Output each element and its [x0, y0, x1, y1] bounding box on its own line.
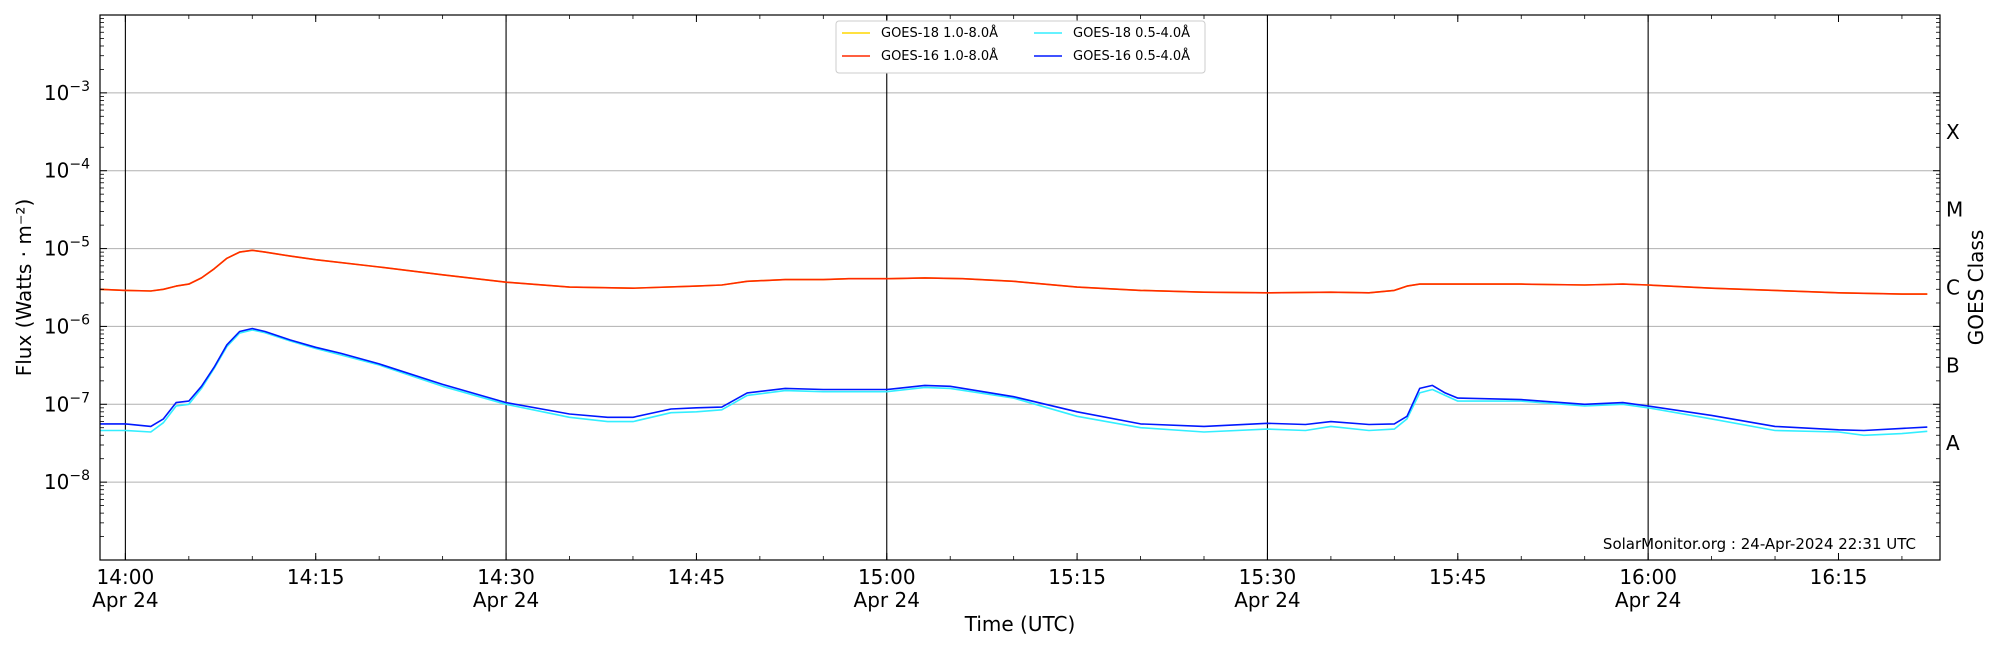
y-tick-base: 10: [44, 392, 69, 416]
y-tick-exponent: −4: [69, 157, 90, 173]
data-series: [99, 249, 1928, 437]
x-tick-label: 15:15: [1048, 565, 1106, 589]
x-tick-label: 16:15: [1810, 565, 1868, 589]
series-line-1: [99, 249, 1928, 295]
grid-lines: [100, 92, 1940, 483]
y-tick-exponent: −3: [69, 79, 90, 95]
y-tick-label: 10−3: [44, 79, 90, 105]
y-tick-exponent: −8: [69, 468, 90, 484]
x-tick-label: 15:00: [858, 565, 916, 589]
y-tick-label: 10−5: [44, 235, 90, 261]
x-tick-date-label: Apr 24: [1234, 588, 1300, 612]
y-tick-label: 10−7: [44, 390, 90, 416]
y-tick-base: 10: [44, 81, 69, 105]
legend-box: [835, 20, 1206, 74]
x-tick-label: 14:45: [668, 565, 726, 589]
goes-class-label: M: [1946, 198, 1963, 222]
y-axis-title: Flux (Watts · m⁻²): [12, 199, 36, 377]
day-tick-vertical-lines: [124, 15, 1649, 560]
x-tick-label: 14:15: [287, 565, 345, 589]
credit-text: SolarMonitor.org : 24-Apr-2024 22:31 UTC: [1603, 535, 1916, 553]
goes-class-axis: A B C M X: [1946, 120, 1963, 455]
y-tick-exponent: −5: [69, 235, 90, 251]
x-tick-label: 16:00: [1619, 565, 1677, 589]
y-tick-base: 10: [44, 470, 69, 494]
x-tick-date-label: Apr 24: [92, 588, 158, 612]
series-line-3: [100, 327, 1928, 432]
x-tick-date-label: Apr 24: [1615, 588, 1681, 612]
legend-label: GOES-18 0.5-4.0Å: [1073, 25, 1190, 41]
y-tick-base: 10: [44, 159, 69, 183]
x-tick-date-label: Apr 24: [473, 588, 539, 612]
legend-label: GOES-18 1.0-8.0Å: [881, 25, 998, 41]
y-tick-label: 10−8: [44, 468, 90, 494]
y-tick-label: 10−4: [44, 157, 90, 183]
goes-class-label: C: [1946, 276, 1960, 300]
y-tick-base: 10: [44, 237, 69, 261]
goes-class-axis-title: GOES Class: [1964, 230, 1988, 346]
x-tick-date-label: Apr 24: [854, 588, 920, 612]
goes-class-label: B: [1946, 353, 1960, 377]
legend: GOES-18 1.0-8.0Å GOES-16 1.0-8.0Å GOES-18 …: [835, 20, 1206, 74]
x-axis-title: Time (UTC): [964, 612, 1076, 636]
x-tick-label: 14:30: [477, 565, 535, 589]
series-line-2: [100, 329, 1928, 437]
goes-class-label: A: [1946, 431, 1960, 455]
legend-label: GOES-16 1.0-8.0Å: [881, 48, 998, 64]
y-axis-ticks: 10−810−710−610−510−410−3: [44, 18, 1940, 561]
plot-frame: [99, 14, 1941, 561]
x-tick-label: 15:30: [1239, 565, 1297, 589]
y-tick-exponent: −6: [69, 312, 90, 328]
x-tick-label: 15:45: [1429, 565, 1487, 589]
y-tick-label: 10−6: [44, 312, 90, 338]
y-tick-base: 10: [44, 314, 69, 338]
y-tick-exponent: −7: [69, 390, 90, 406]
goes-class-label: X: [1946, 120, 1960, 144]
legend-label: GOES-16 0.5-4.0Å: [1073, 48, 1190, 64]
x-tick-label: 14:00: [97, 565, 155, 589]
